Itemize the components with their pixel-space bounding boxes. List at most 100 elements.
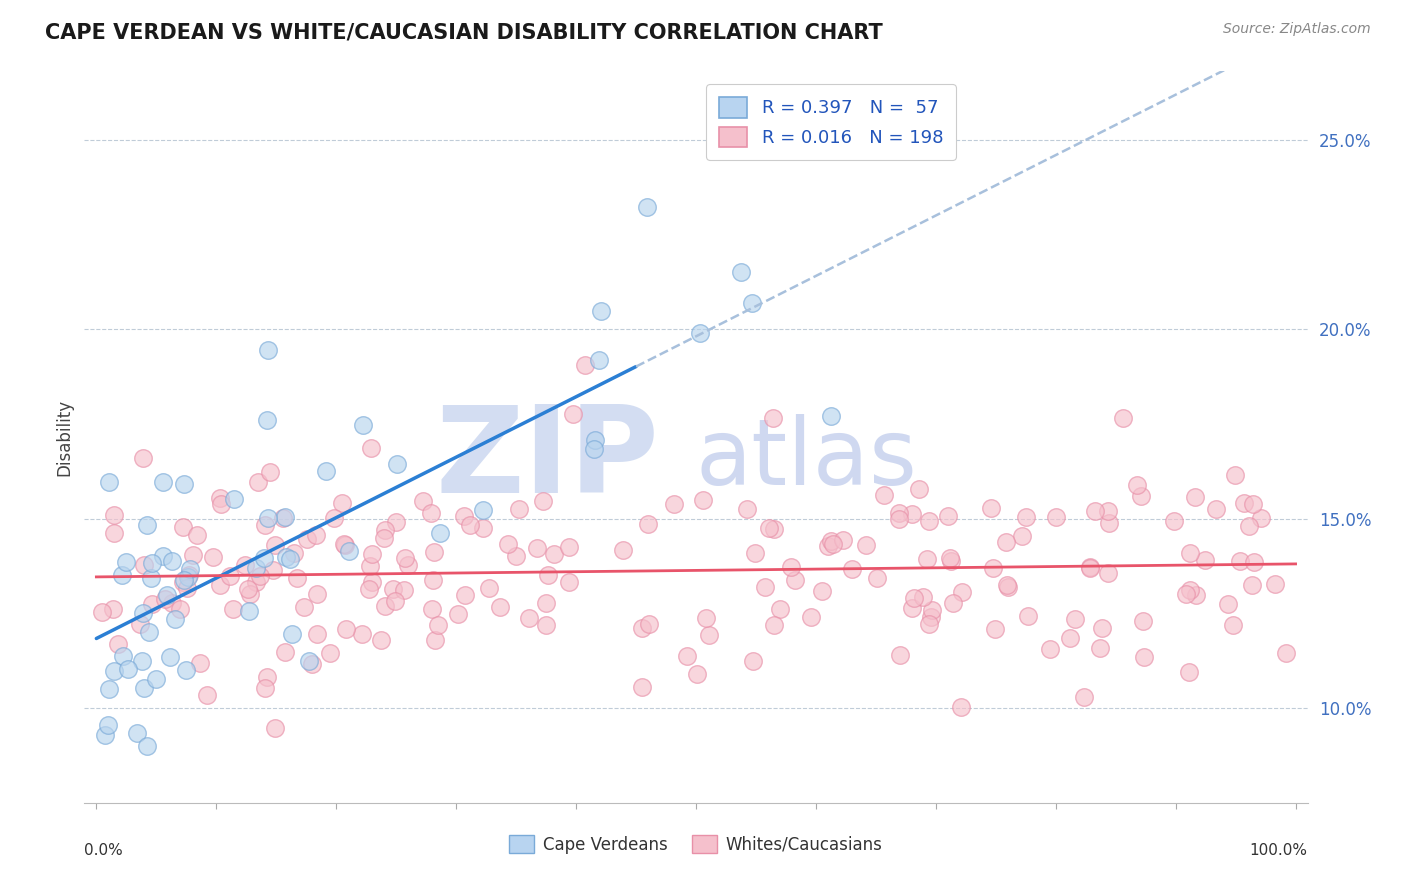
Point — [1132, 614, 1154, 628]
Point — [536, 596, 558, 610]
Point — [889, 512, 911, 526]
Point — [382, 582, 405, 596]
Point — [322, 510, 344, 524]
Point — [763, 522, 786, 536]
Point — [675, 648, 697, 663]
Point — [1223, 467, 1246, 482]
Text: CAPE VERDEAN VS WHITE/CAUCASIAN DISABILITY CORRELATION CHART: CAPE VERDEAN VS WHITE/CAUCASIAN DISABILI… — [45, 22, 883, 42]
Point — [1222, 618, 1244, 632]
Point — [744, 546, 766, 560]
Point — [139, 571, 162, 585]
Point — [361, 547, 384, 561]
Point — [305, 626, 328, 640]
Point — [637, 616, 659, 631]
Point — [134, 681, 156, 696]
Point — [318, 646, 340, 660]
Point — [98, 682, 121, 697]
Point — [263, 537, 285, 551]
Point — [370, 633, 392, 648]
Point — [1133, 649, 1156, 664]
Point — [820, 409, 842, 424]
Point — [1078, 560, 1101, 574]
Point — [97, 475, 120, 490]
Point — [208, 491, 231, 505]
Point — [396, 558, 419, 572]
Point — [1178, 583, 1201, 598]
Point — [176, 581, 198, 595]
Point — [333, 538, 356, 552]
Point — [478, 581, 501, 595]
Point — [162, 554, 184, 568]
Point — [305, 528, 328, 542]
Point — [918, 617, 941, 632]
Point — [245, 574, 267, 589]
Point — [692, 492, 714, 507]
Point — [1112, 411, 1135, 425]
Point — [1130, 489, 1153, 503]
Point — [107, 636, 129, 650]
Point — [695, 611, 717, 625]
Point — [422, 573, 444, 587]
Point — [245, 561, 267, 575]
Point — [534, 617, 557, 632]
Text: 0.0%: 0.0% — [84, 843, 124, 858]
Point — [384, 594, 406, 608]
Point — [97, 718, 120, 732]
Point — [1090, 640, 1112, 655]
Point — [360, 441, 382, 455]
Point — [131, 654, 153, 668]
Point — [1091, 621, 1114, 635]
Point — [132, 558, 155, 572]
Point — [631, 621, 654, 635]
Point — [543, 547, 565, 561]
Y-axis label: Disability: Disability — [55, 399, 73, 475]
Point — [1097, 504, 1119, 518]
Point — [233, 558, 256, 572]
Point — [141, 556, 163, 570]
Point — [256, 413, 278, 427]
Point — [1073, 690, 1095, 705]
Point — [537, 568, 560, 582]
Point — [742, 654, 765, 668]
Point — [352, 417, 374, 432]
Point — [374, 523, 396, 537]
Point — [997, 580, 1019, 594]
Point — [152, 549, 174, 563]
Point — [1250, 510, 1272, 524]
Point — [447, 607, 470, 622]
Point — [129, 617, 152, 632]
Point — [1275, 647, 1298, 661]
Point — [236, 582, 259, 596]
Point — [1216, 597, 1239, 611]
Point — [1015, 509, 1038, 524]
Point — [253, 681, 276, 695]
Text: atlas: atlas — [696, 414, 918, 504]
Point — [1039, 641, 1062, 656]
Point — [285, 571, 308, 585]
Point — [800, 610, 823, 624]
Point — [1184, 490, 1206, 504]
Point — [141, 597, 163, 611]
Point — [1233, 496, 1256, 510]
Point — [246, 475, 269, 489]
Point — [249, 568, 271, 582]
Point — [373, 531, 395, 545]
Point — [426, 618, 449, 632]
Point — [1126, 478, 1149, 492]
Point — [173, 477, 195, 491]
Point — [583, 433, 606, 447]
Point — [278, 551, 301, 566]
Point — [1229, 554, 1251, 568]
Point — [361, 574, 384, 589]
Point — [420, 602, 443, 616]
Point — [769, 601, 792, 615]
Point — [259, 466, 281, 480]
Point — [274, 549, 297, 564]
Legend: Cape Verdeans, Whites/Caucasians: Cape Verdeans, Whites/Caucasians — [503, 829, 889, 860]
Text: Source: ZipAtlas.com: Source: ZipAtlas.com — [1223, 22, 1371, 37]
Point — [887, 506, 910, 520]
Point — [101, 602, 124, 616]
Point — [918, 514, 941, 528]
Point — [221, 602, 243, 616]
Point — [526, 541, 548, 555]
